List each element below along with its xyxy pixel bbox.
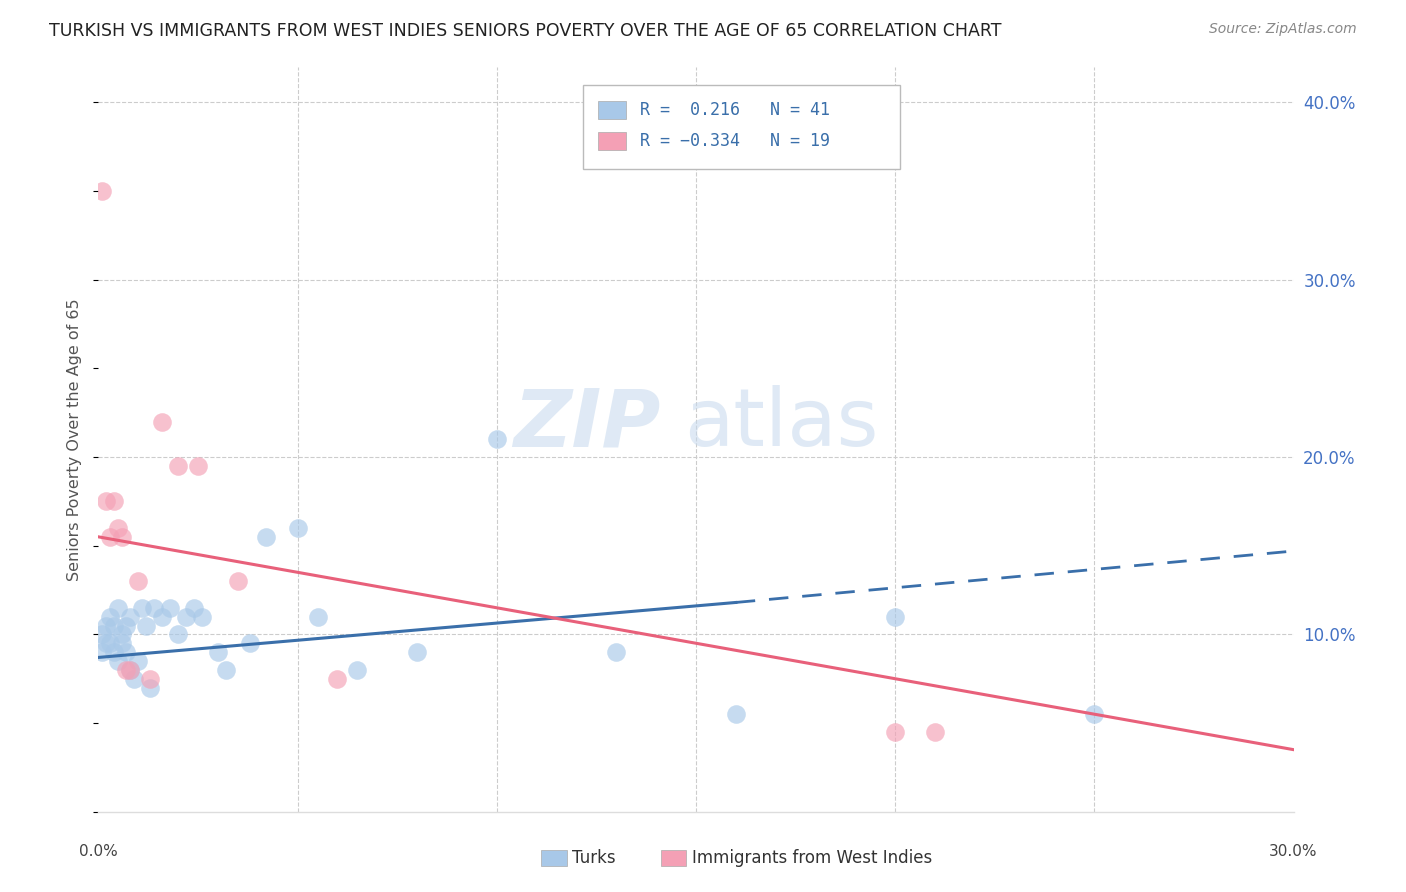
Text: 0.0%: 0.0% [79,844,118,859]
Text: R = −0.334   N = 19: R = −0.334 N = 19 [640,132,830,150]
Point [115,663,138,677]
Point [183,600,205,615]
Text: Source: ZipAtlas.com: Source: ZipAtlas.com [1209,22,1357,37]
Point [131,600,153,615]
Point [724,707,747,722]
Point [103,618,125,632]
Point [207,645,229,659]
Point [226,574,249,589]
Point [326,672,349,686]
Point [167,458,190,473]
Point [191,609,214,624]
Point [103,494,125,508]
Point [96,636,118,650]
Point [111,530,134,544]
Point [91,627,114,641]
Point [98,636,122,650]
Point [159,600,181,615]
Point [485,433,508,447]
Point [150,415,173,429]
Point [605,645,627,659]
Point [346,663,368,677]
Point [139,672,162,686]
Point [143,600,166,615]
Point [884,609,907,624]
Text: R =  0.216   N = 41: R = 0.216 N = 41 [640,101,830,119]
Point [150,609,173,624]
Text: atlas: atlas [685,385,879,464]
Point [254,530,277,544]
Y-axis label: Seniors Poverty Over the Age of 65: Seniors Poverty Over the Age of 65 [67,298,83,581]
Point [127,654,149,668]
Point [127,574,149,589]
Point [167,627,190,641]
Point [91,645,114,659]
Point [115,645,138,659]
Point [91,184,114,198]
Text: ZIP: ZIP [513,385,661,464]
Point [924,725,946,739]
Point [287,521,309,535]
Point [111,627,134,641]
Text: 30.0%: 30.0% [1270,844,1317,859]
Point [884,725,907,739]
Point [307,609,329,624]
Point [107,521,129,535]
Point [107,654,129,668]
Point [1083,707,1105,722]
Point [120,609,142,624]
Point [135,618,157,632]
Point [98,609,122,624]
Text: Immigrants from West Indies: Immigrants from West Indies [692,849,932,867]
Point [96,618,118,632]
Point [174,609,197,624]
Point [107,600,129,615]
Point [124,672,146,686]
Point [120,663,142,677]
Point [96,494,118,508]
Point [139,681,162,695]
Text: TURKISH VS IMMIGRANTS FROM WEST INDIES SENIORS POVERTY OVER THE AGE OF 65 CORREL: TURKISH VS IMMIGRANTS FROM WEST INDIES S… [49,22,1001,40]
Point [120,663,142,677]
Point [98,530,122,544]
Point [215,663,238,677]
Point [187,458,209,473]
Text: Turks: Turks [572,849,616,867]
Point [103,645,125,659]
Point [406,645,429,659]
Point [115,618,138,632]
Point [239,636,262,650]
Point [111,636,134,650]
